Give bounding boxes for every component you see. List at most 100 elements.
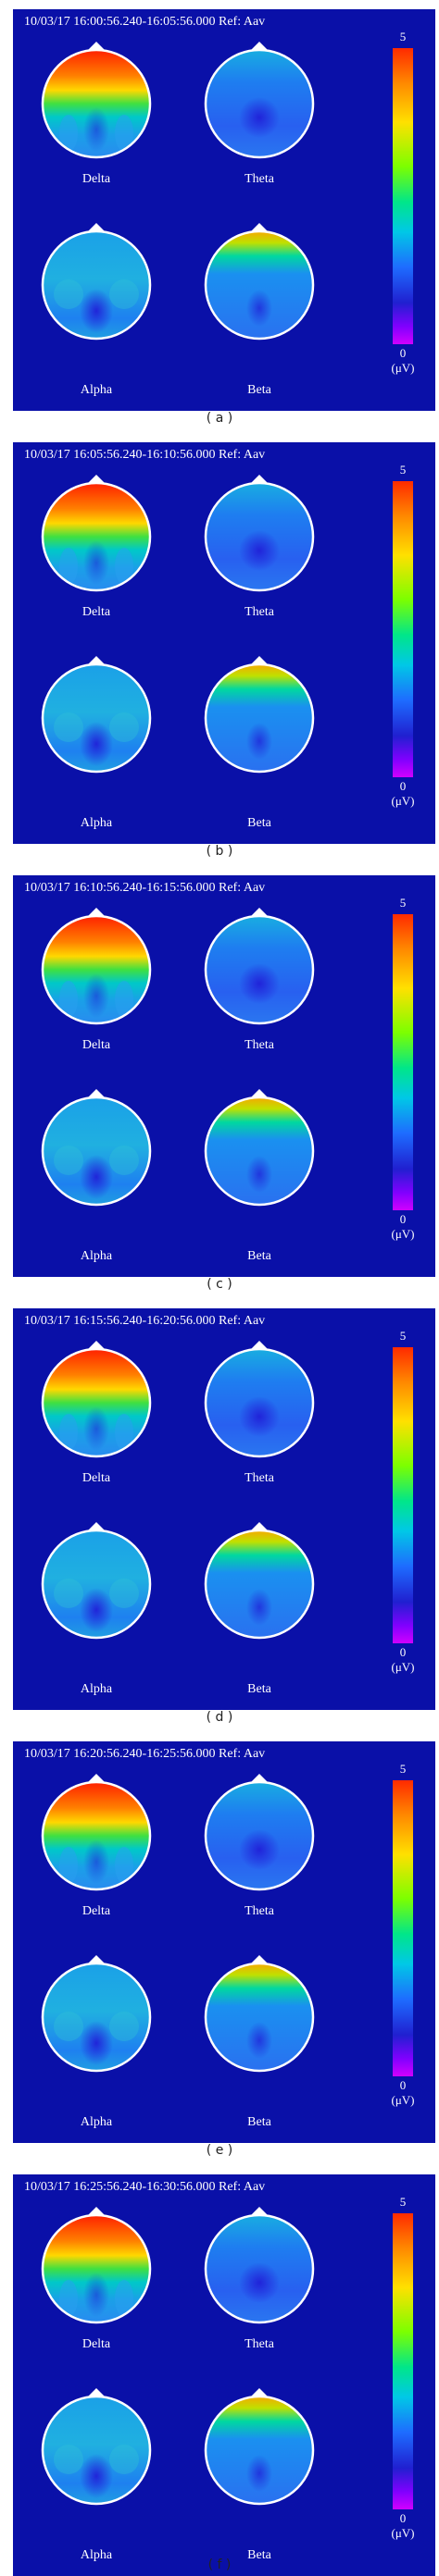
panel-header: 10/03/17 16:05:56.240-16:10:56.000 Ref: … [24, 448, 266, 462]
scale-min-label: 0 [399, 2511, 407, 2525]
eeg-panel: 10/03/17 16:15:56.240-16:20:56.000 Ref: … [13, 1308, 435, 1710]
head-outline [41, 1347, 152, 1458]
delta-label: Delta [82, 1471, 111, 1485]
panel-caption: ( c ) [207, 1277, 232, 1292]
panel-header: 10/03/17 16:10:56.240-16:15:56.000 Ref: … [24, 881, 266, 895]
panel-caption: ( e ) [206, 2143, 233, 2158]
scale-min-label: 0 [399, 1212, 407, 1226]
eeg-panel: 10/03/17 16:05:56.240-16:10:56.000 Ref: … [13, 442, 435, 844]
colorbar-gradient [393, 1347, 413, 1643]
nose-marker [250, 475, 269, 484]
delta-scalp-map [41, 908, 152, 1025]
panel-header: 10/03/17 16:20:56.240-16:25:56.000 Ref: … [24, 1747, 266, 1761]
nose-marker [250, 2207, 269, 2216]
scale-min-label: 0 [399, 346, 407, 360]
colorbar [393, 2213, 413, 2509]
nose-marker [87, 2388, 106, 2397]
alpha-label: Alpha [80, 1682, 113, 1696]
head-outline [41, 1780, 152, 1891]
nose-marker [250, 908, 269, 917]
delta-label: Delta [82, 2337, 111, 2351]
head-outline [41, 1096, 152, 1207]
scale-min-label: 0 [399, 1645, 407, 1659]
delta-scalp-map [41, 2207, 152, 2324]
scale-max-label: 5 [399, 30, 407, 43]
head-outline [41, 1962, 152, 2073]
theta-scalp-map [204, 908, 315, 1025]
theta-label: Theta [245, 1471, 274, 1485]
nose-marker [87, 908, 106, 917]
alpha-scalp-map [41, 1522, 152, 1640]
theta-scalp-map [204, 1341, 315, 1458]
colorbar-gradient [393, 2213, 413, 2509]
colorbar-gradient [393, 481, 413, 777]
nose-marker [87, 223, 106, 232]
beta-label: Beta [247, 1682, 271, 1696]
beta-label: Beta [247, 383, 271, 397]
head-outline [41, 914, 152, 1025]
scale-unit-label: (μV) [391, 2526, 415, 2540]
delta-label: Delta [82, 172, 111, 186]
nose-marker [87, 1089, 106, 1098]
theta-label: Theta [245, 2337, 274, 2351]
alpha-scalp-map [41, 1089, 152, 1207]
delta-scalp-map [41, 1341, 152, 1458]
head-outline [41, 663, 152, 774]
scale-max-label: 5 [399, 463, 407, 477]
nose-marker [87, 656, 106, 665]
colorbar [393, 914, 413, 1210]
head-outline [204, 1780, 315, 1891]
alpha-scalp-map [41, 1955, 152, 2073]
scale-unit-label: (μV) [391, 1227, 415, 1241]
panel-caption: ( f ) [207, 2557, 232, 2572]
head-outline [204, 1096, 315, 1207]
nose-marker [250, 1522, 269, 1531]
head-outline [204, 2213, 315, 2324]
head-outline [204, 481, 315, 592]
beta-label: Beta [247, 1249, 271, 1263]
beta-scalp-map [204, 1522, 315, 1640]
scale-min-label: 0 [399, 779, 407, 793]
delta-scalp-map [41, 1774, 152, 1891]
head-outline [204, 2395, 315, 2506]
head-outline [204, 48, 315, 159]
alpha-label: Alpha [80, 2548, 113, 2562]
head-outline [41, 481, 152, 592]
nose-marker [250, 1955, 269, 1964]
nose-marker [87, 42, 106, 51]
eeg-panel: 10/03/17 16:20:56.240-16:25:56.000 Ref: … [13, 1741, 435, 2143]
alpha-label: Alpha [80, 2115, 113, 2129]
theta-scalp-map [204, 2207, 315, 2324]
scale-unit-label: (μV) [391, 361, 415, 375]
colorbar [393, 1780, 413, 2076]
scale-max-label: 5 [399, 2195, 407, 2209]
head-outline [204, 1347, 315, 1458]
alpha-scalp-map [41, 223, 152, 341]
head-outline [41, 2395, 152, 2506]
head-outline [41, 2213, 152, 2324]
panel-caption: ( d ) [206, 1710, 233, 1725]
head-outline [204, 663, 315, 774]
head-outline [204, 1529, 315, 1640]
nose-marker [87, 1774, 106, 1783]
nose-marker [250, 42, 269, 51]
scale-max-label: 5 [399, 896, 407, 910]
beta-scalp-map [204, 1089, 315, 1207]
delta-label: Delta [82, 1904, 111, 1918]
panel-caption: ( a ) [206, 411, 233, 426]
eeg-panel: 10/03/17 16:00:56.240-16:05:56.000 Ref: … [13, 9, 435, 411]
scale-unit-label: (μV) [391, 2093, 415, 2107]
panel-header: 10/03/17 16:25:56.240-16:30:56.000 Ref: … [24, 2180, 266, 2194]
theta-scalp-map [204, 1774, 315, 1891]
theta-scalp-map [204, 475, 315, 592]
theta-scalp-map [204, 42, 315, 159]
theta-label: Theta [245, 1904, 274, 1918]
colorbar [393, 1347, 413, 1643]
panel-header: 10/03/17 16:00:56.240-16:05:56.000 Ref: … [24, 15, 266, 29]
colorbar-gradient [393, 48, 413, 344]
head-outline [204, 1962, 315, 2073]
eeg-panel: 10/03/17 16:10:56.240-16:15:56.000 Ref: … [13, 875, 435, 1277]
alpha-scalp-map [41, 656, 152, 774]
panel-header: 10/03/17 16:15:56.240-16:20:56.000 Ref: … [24, 1314, 266, 1328]
nose-marker [250, 1341, 269, 1350]
